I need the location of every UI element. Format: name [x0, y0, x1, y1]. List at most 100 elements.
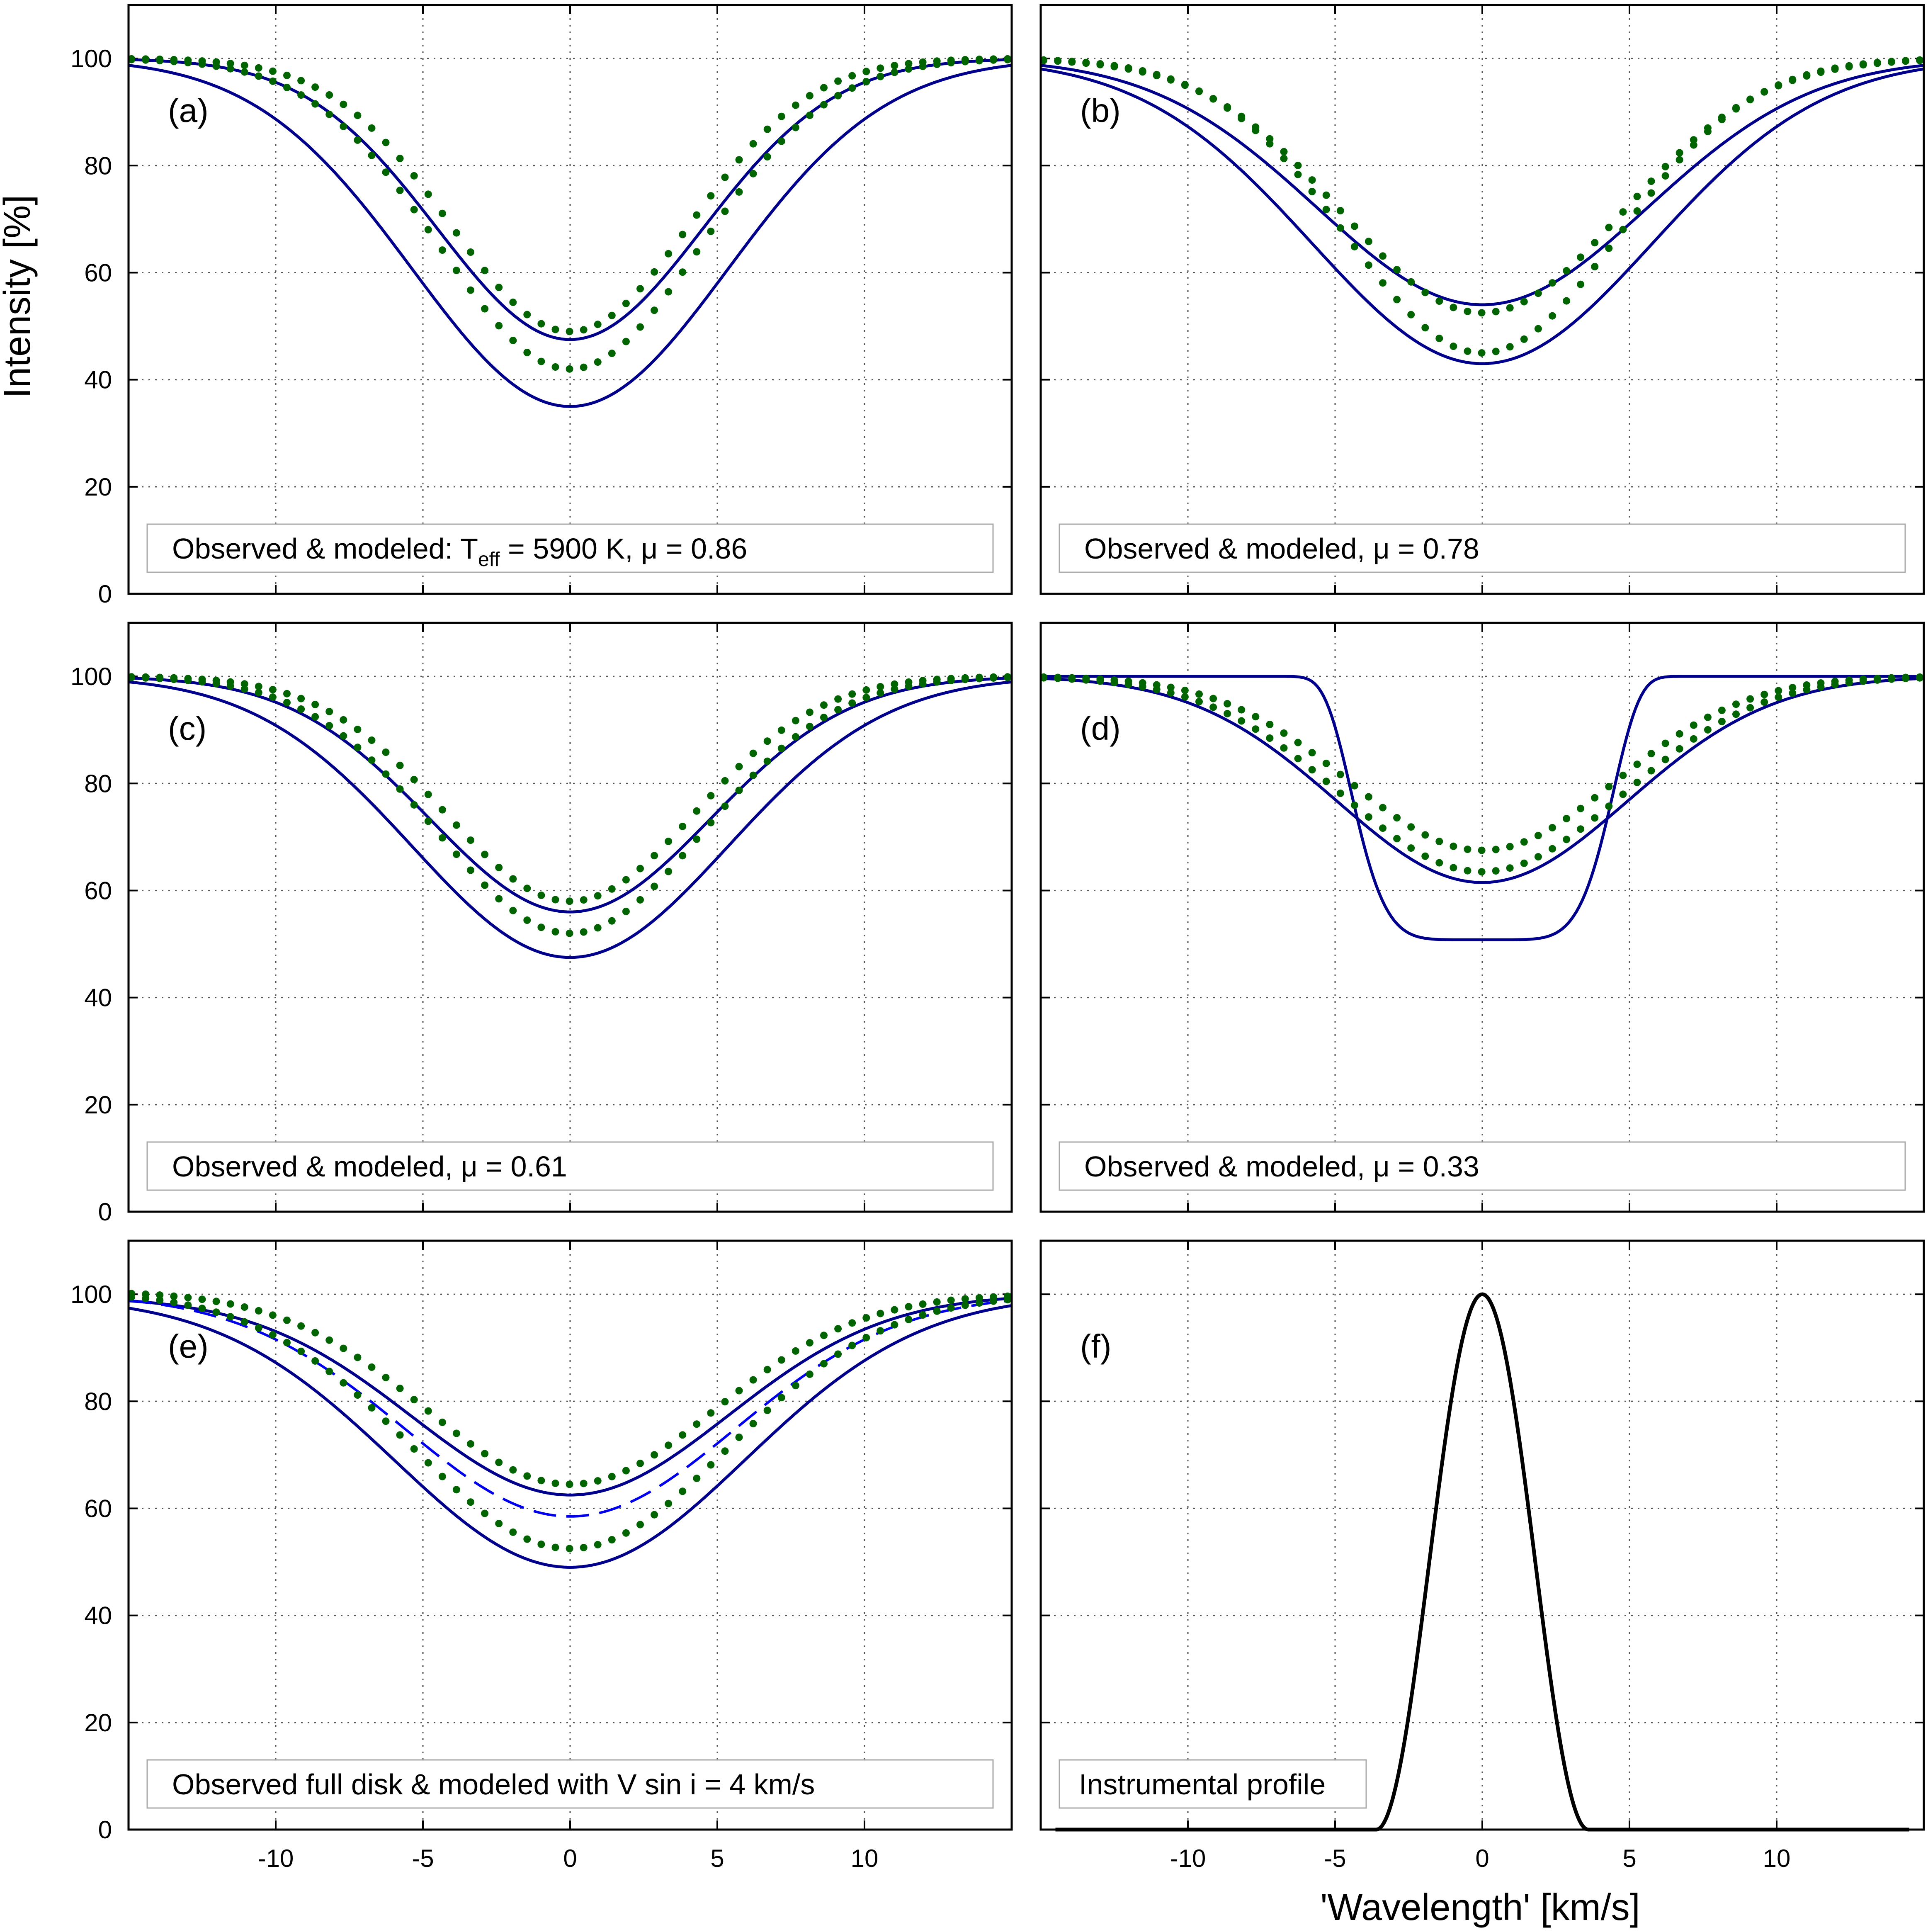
observed-point	[410, 1445, 418, 1453]
modeled-line	[128, 1304, 1012, 1569]
observed-point	[877, 1310, 884, 1317]
annotation-box	[1059, 523, 1906, 573]
observed-point	[226, 65, 234, 73]
observed-point	[919, 1311, 927, 1319]
panel-label: (d)	[1080, 710, 1121, 747]
observed-point	[537, 892, 545, 899]
observed-point	[919, 680, 927, 688]
observed-point	[792, 124, 799, 131]
observed-point	[269, 77, 277, 85]
observed-point	[1845, 679, 1853, 687]
observed-point	[424, 1407, 432, 1415]
observed-point	[410, 801, 418, 809]
observed-point	[1661, 163, 1669, 170]
observed-point	[1252, 713, 1260, 721]
observed-point	[1803, 71, 1811, 79]
observed-point	[438, 246, 446, 254]
observed-point	[1775, 81, 1782, 89]
x-tick-label: -5	[1324, 1845, 1346, 1872]
observed-point	[1209, 703, 1217, 711]
observed-point	[1139, 67, 1146, 75]
observed-point	[1421, 289, 1429, 296]
observed-point	[665, 1499, 673, 1507]
observed-point	[424, 1459, 432, 1467]
observed-point	[806, 708, 813, 716]
observed-point	[438, 209, 446, 217]
observed-point	[1224, 710, 1231, 717]
observed-point	[1153, 70, 1161, 78]
annotation-main: Observed & modeled, μ = 0.33	[1084, 1150, 1479, 1183]
observed-point	[891, 62, 898, 70]
observed-point	[651, 852, 658, 860]
observed-point	[1054, 674, 1062, 682]
observed-point	[1195, 690, 1203, 698]
observed-point	[1647, 189, 1655, 197]
observed-point	[763, 1407, 771, 1414]
observed-point	[862, 68, 870, 75]
observed-point	[1393, 296, 1401, 304]
observed-point	[1478, 349, 1486, 357]
observed-point	[1619, 790, 1627, 798]
observed-point	[679, 231, 687, 238]
observed-point	[749, 771, 757, 779]
observed-point	[1534, 831, 1542, 839]
observed-point	[1817, 67, 1825, 75]
observed-point	[862, 1314, 870, 1322]
observed-point	[1365, 793, 1372, 801]
observed-point	[1520, 335, 1528, 343]
observed-point	[283, 1339, 291, 1346]
y-tick-label: 100	[70, 1281, 112, 1308]
observed-point	[1195, 87, 1203, 95]
observed-point	[1294, 739, 1302, 746]
observed-point	[721, 802, 729, 810]
observed-point	[283, 699, 291, 707]
observed-point	[1605, 224, 1613, 231]
observed-point	[481, 851, 489, 858]
observed-point	[551, 1543, 559, 1551]
observed-point	[255, 64, 262, 72]
observed-point	[142, 1295, 150, 1302]
observed-point	[170, 58, 178, 66]
observed-point	[975, 57, 983, 65]
observed-point	[1365, 238, 1372, 245]
observed-point	[693, 835, 701, 843]
observed-point	[1110, 62, 1118, 70]
annotation-box	[146, 1141, 994, 1191]
observed-point	[580, 896, 588, 904]
observed-point	[184, 1294, 192, 1302]
observed-point	[763, 757, 771, 765]
observed-point	[749, 170, 757, 177]
modeled-line	[1040, 677, 1924, 884]
observed-point	[212, 1298, 220, 1305]
observed-point	[382, 1417, 390, 1425]
observed-point	[1266, 140, 1274, 148]
observed-point	[1916, 674, 1924, 682]
observed-series-dots	[128, 1293, 1012, 1553]
observed-point	[1379, 804, 1387, 812]
observed-point	[1577, 280, 1585, 288]
observed-point	[1350, 801, 1358, 809]
observed-point	[777, 726, 785, 734]
observed-point	[594, 358, 602, 366]
observed-point	[1181, 686, 1189, 694]
observed-point	[806, 1339, 813, 1347]
observed-point	[1534, 325, 1542, 333]
observed-point	[537, 923, 545, 931]
observed-point	[297, 705, 305, 713]
observed-point	[1365, 261, 1372, 269]
observed-point	[622, 338, 630, 345]
observed-point	[877, 64, 884, 72]
observed-point	[269, 693, 277, 701]
observed-point	[1082, 676, 1090, 684]
observed-point	[947, 59, 955, 67]
observed-point	[481, 881, 489, 889]
observed-point	[975, 1299, 983, 1307]
observed-point	[297, 1322, 305, 1330]
observed-point	[452, 1486, 460, 1494]
observed-point	[410, 1396, 418, 1404]
observed-point	[523, 916, 531, 924]
observed-point	[862, 78, 870, 85]
observed-point	[820, 1332, 828, 1339]
observed-point	[1873, 676, 1881, 684]
observed-point	[184, 59, 192, 67]
